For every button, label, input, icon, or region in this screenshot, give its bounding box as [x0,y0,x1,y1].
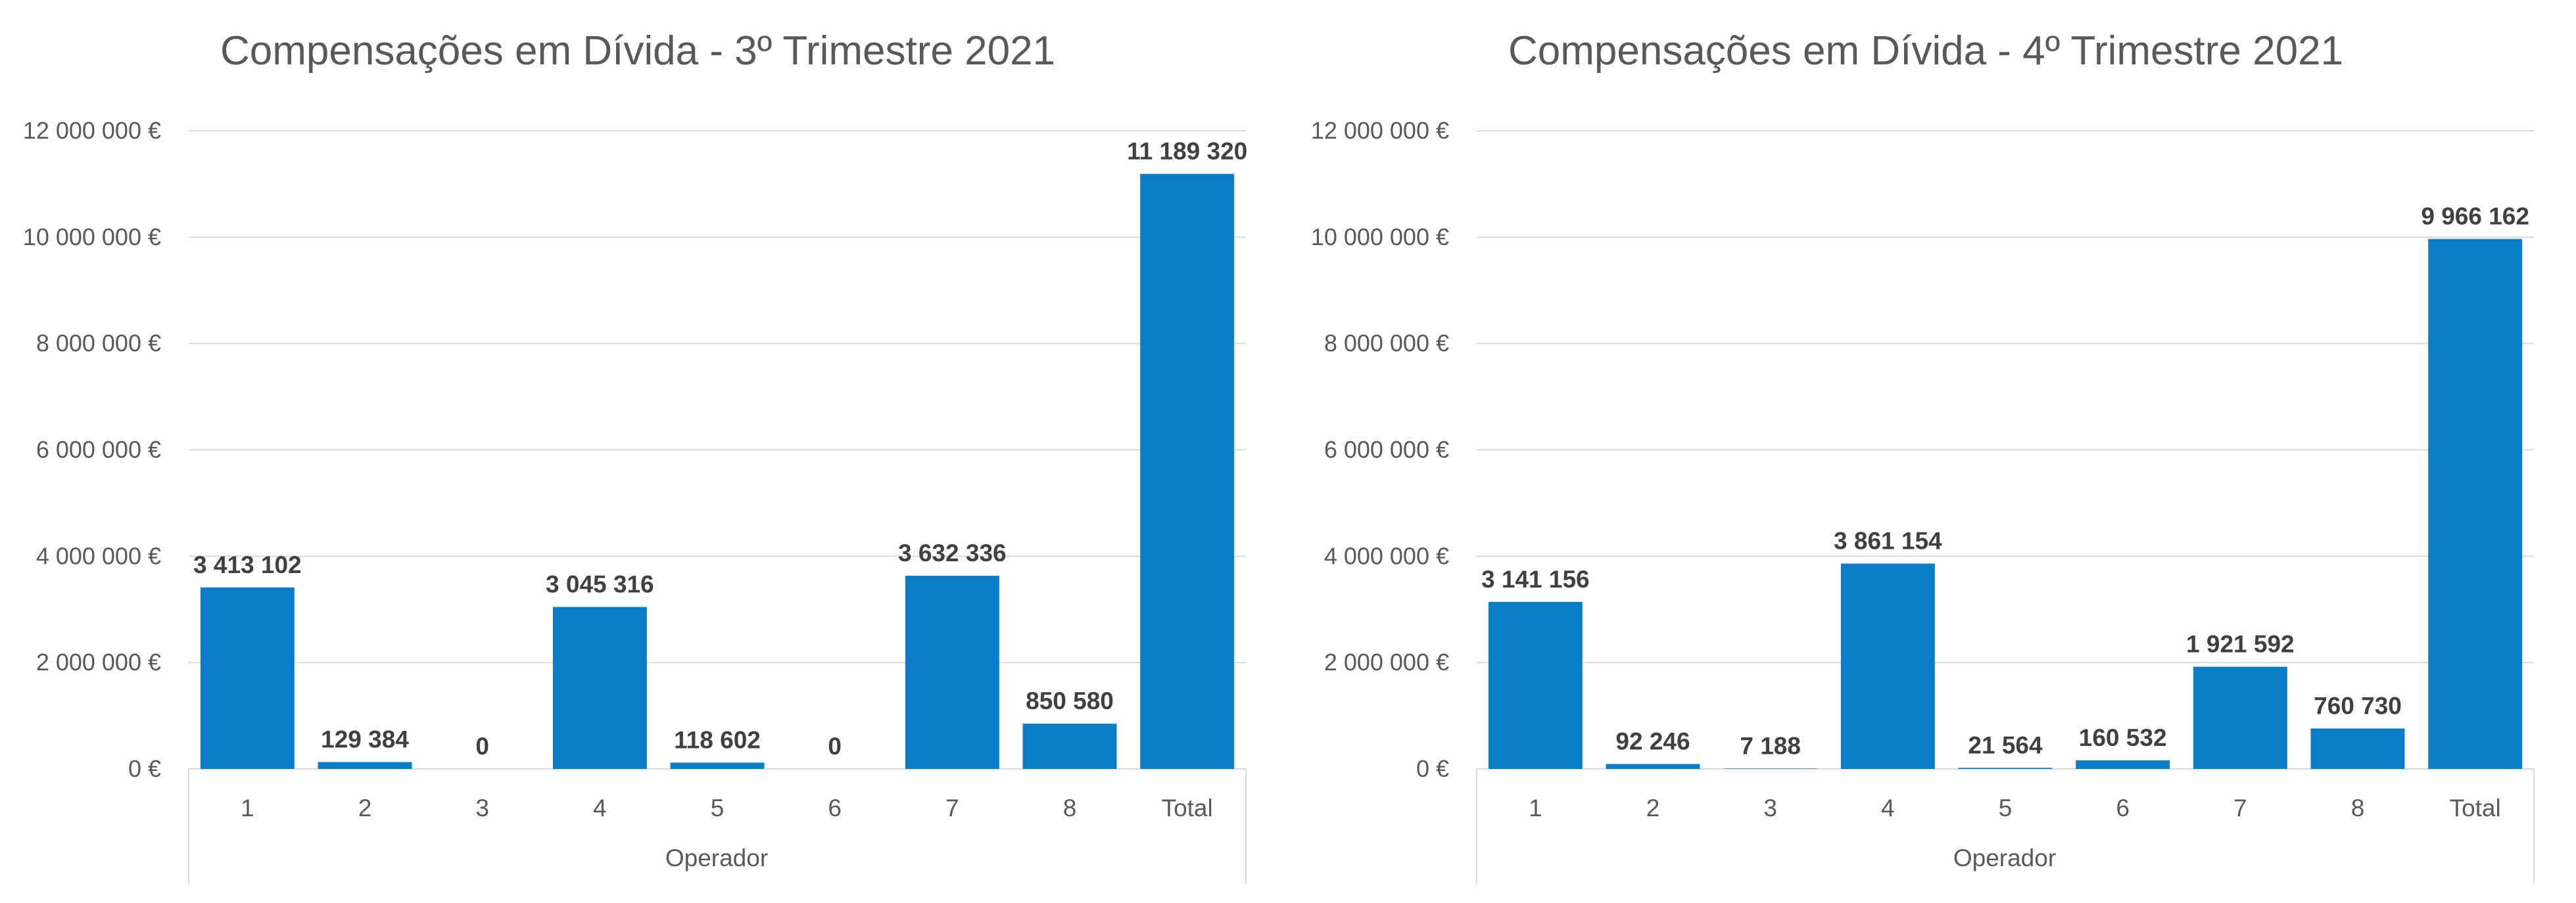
data-label: 3 045 316 [546,571,654,598]
x-tick-label: 2 [358,795,372,822]
x-tick-label: 4 [593,795,607,822]
y-tick-label: 2 000 000 € [1324,649,1449,676]
data-label: 850 580 [1026,687,1114,714]
y-tick-label: 0 € [1416,755,1449,782]
bar [2310,728,2405,769]
x-tick-label: 5 [1999,795,2013,822]
x-tick-label: 7 [2233,795,2247,822]
x-tick-label: 4 [1881,795,1895,822]
y-tick-label: 4 000 000 € [1324,542,1449,569]
bar [1958,768,2053,769]
bar [1723,768,1818,769]
y-tick-label: 8 000 000 € [36,330,161,357]
y-tick-label: 4 000 000 € [36,542,161,569]
y-tick-label: 8 000 000 € [1324,330,1449,357]
x-tick-label: 5 [711,795,725,822]
data-label: 3 861 154 [1834,528,1942,555]
data-label: 3 632 336 [898,540,1007,567]
x-tick-label: 8 [2351,795,2365,822]
data-label: 92 246 [1615,728,1690,755]
bar [2428,239,2523,769]
data-label: 118 602 [674,726,761,753]
data-label: 0 [828,733,842,760]
data-label: 160 532 [2079,724,2167,751]
y-tick-label: 6 000 000 € [36,436,161,463]
bar [1022,724,1117,769]
x-tick-label: 8 [1063,795,1077,822]
bar [905,576,999,769]
x-tick-label: 1 [241,795,254,822]
data-label: 7 188 [1740,732,1801,759]
data-label: 9 966 162 [2421,203,2529,230]
bar [670,762,765,769]
y-tick-label: 10 000 000 € [1311,223,1449,250]
bar [1488,601,1583,769]
chart-q4-svg: Compensações em Dívida - 4º Trimestre 20… [1311,28,2535,884]
x-axis-label: Operador [1953,845,2056,871]
bar [1840,563,1935,769]
y-tick-label: 0 € [128,755,161,782]
chart-q4: Compensações em Dívida - 4º Trimestre 20… [1288,0,2576,903]
x-tick-label: 7 [945,795,959,822]
data-label: 760 730 [2314,692,2402,719]
chart-title: Compensações em Dívida - 3º Trimestre 20… [220,28,1055,74]
data-label: 0 [475,733,489,760]
y-tick-label: 2 000 000 € [36,649,161,676]
bar [318,762,412,769]
bar [2076,760,2170,769]
data-label: 3 141 156 [1481,566,1590,593]
x-tick-label: Total [2450,795,2501,822]
bar [1606,764,1700,769]
data-label: 3 413 102 [193,551,302,578]
data-label: 1 921 592 [2186,631,2295,658]
x-tick-label: 3 [475,795,489,822]
bar [552,607,647,769]
bar [1140,174,1235,769]
y-tick-label: 10 000 000 € [23,223,161,250]
data-label: 21 564 [1968,731,2043,758]
x-tick-label: 3 [1763,795,1777,822]
y-tick-label: 12 000 000 € [1311,117,1449,144]
bar [200,587,295,769]
x-tick-label: 6 [828,795,842,822]
y-tick-label: 6 000 000 € [1324,436,1449,463]
bar [2193,666,2287,769]
chart-q3-svg: Compensações em Dívida - 3º Trimestre 20… [23,28,1247,884]
x-axis-label: Operador [665,845,768,871]
data-label: 11 189 320 [1127,138,1247,165]
x-tick-label: Total [1162,795,1213,822]
y-tick-label: 12 000 000 € [23,117,161,144]
x-tick-label: 1 [1529,795,1542,822]
chart-q3: Compensações em Dívida - 3º Trimestre 20… [23,28,1247,884]
chart-title: Compensações em Dívida - 4º Trimestre 20… [1508,28,2343,74]
x-tick-label: 2 [1646,795,1660,822]
x-tick-label: 6 [2116,795,2130,822]
data-label: 129 384 [321,726,409,753]
